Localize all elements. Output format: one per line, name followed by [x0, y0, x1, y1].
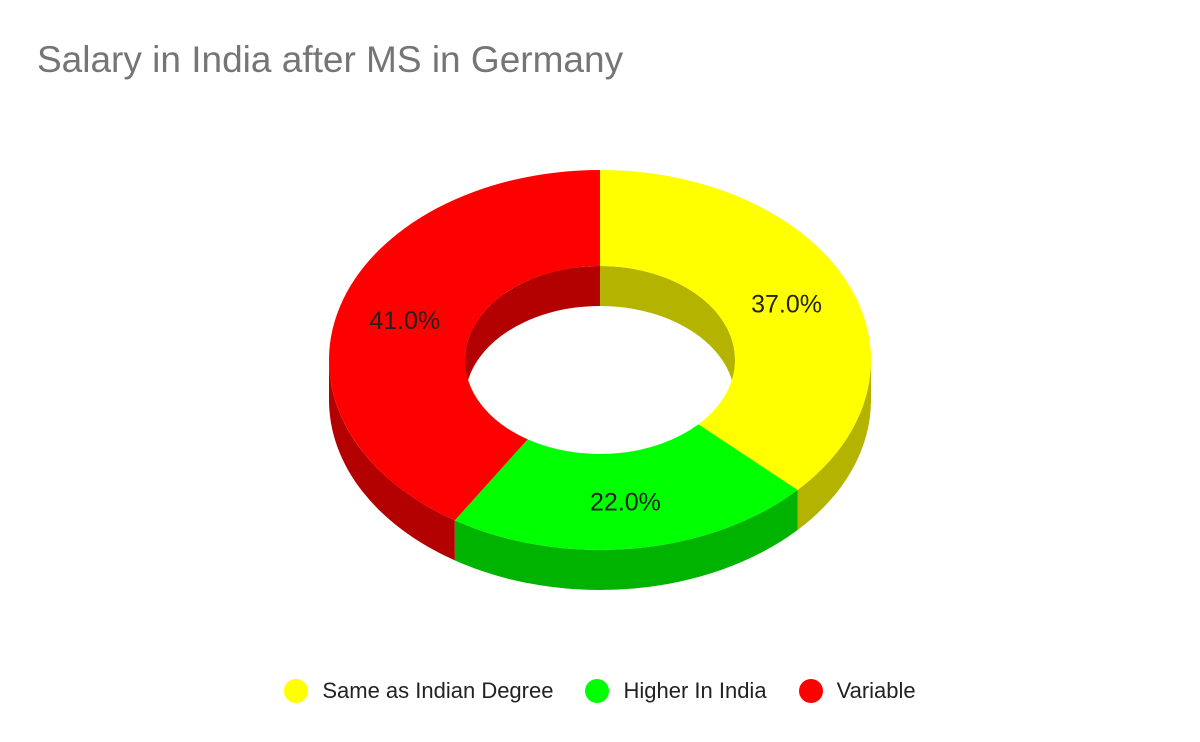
legend-label-same-as-indian-degree: Same as Indian Degree — [322, 678, 554, 703]
data-label-same-as-indian-degree: 37.0% — [751, 290, 822, 318]
slice-wall-higher-in-india — [454, 490, 798, 590]
slice-inner-wall-variable-b — [465, 266, 600, 400]
data-label-higher-in-india: 22.0% — [590, 488, 661, 516]
slice-wall-same-as-indian-degree — [797, 360, 871, 531]
legend-swatch-higher-in-india — [585, 679, 610, 703]
legend-swatch-variable — [798, 679, 823, 703]
slice-higher-in-india[interactable] — [454, 424, 798, 550]
data-label-variable: 41.0% — [369, 307, 440, 335]
legend-swatch-same-as-indian-degree — [284, 679, 309, 703]
slice-same-as-indian-degree[interactable] — [600, 170, 871, 491]
legend-item-higher-in-india[interactable]: Higher In India — [585, 678, 767, 704]
legend-item-same-as-indian-degree[interactable]: Same as Indian Degree — [284, 678, 553, 704]
legend-label-variable: Variable — [836, 678, 916, 703]
legend-item-variable[interactable]: Variable — [798, 678, 916, 704]
slice-variable[interactable] — [329, 170, 600, 521]
chart-title: Salary in India after MS in Germany — [37, 39, 624, 80]
legend: Same as Indian Degree Higher In India Vari… — [0, 674, 1200, 708]
slice-inner-wall-same-as-indian-degree — [600, 266, 735, 400]
slice-wall-variable — [329, 360, 455, 561]
legend-label-higher-in-india: Higher In India — [623, 678, 767, 703]
